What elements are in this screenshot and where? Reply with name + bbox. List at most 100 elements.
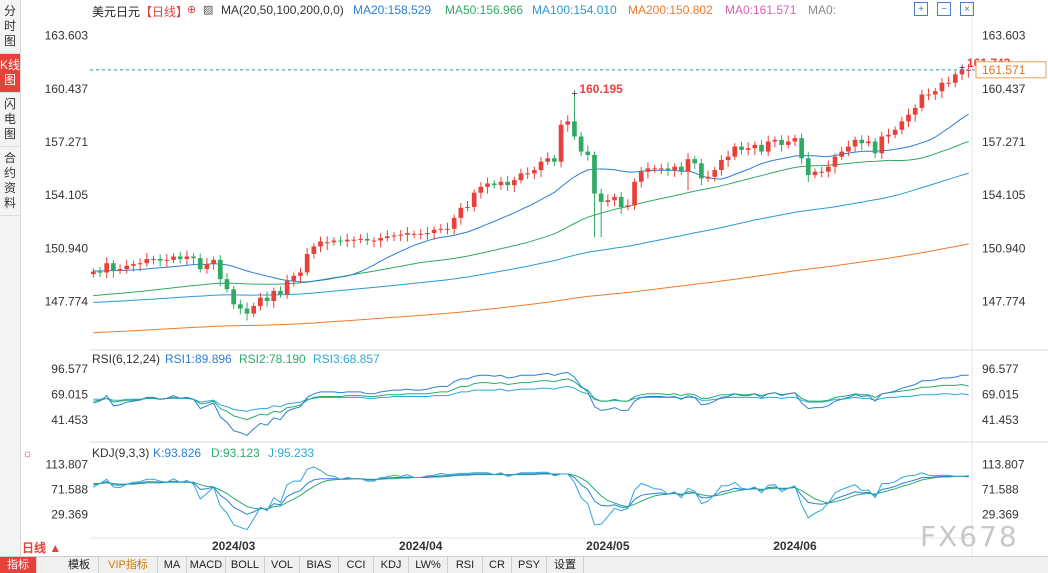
ma20-value: MA20:158.529 — [353, 3, 432, 17]
candle-body — [398, 234, 404, 236]
candle-body — [719, 159, 724, 171]
candle-body — [478, 186, 484, 193]
candle-body — [117, 269, 123, 271]
candle-body — [665, 168, 671, 171]
rsi-tick-left: 69.015 — [51, 388, 88, 402]
candle-body — [197, 258, 203, 270]
tab-kline[interactable]: K线图 — [0, 54, 20, 93]
tab-ma[interactable]: MA — [158, 557, 187, 573]
candle-body — [906, 114, 911, 122]
close-icon[interactable]: × — [960, 2, 974, 16]
candle-body — [231, 289, 236, 305]
y-tick-right: 157.271 — [982, 135, 1026, 149]
candle-body — [692, 159, 698, 164]
candle-body — [725, 156, 731, 160]
candle-body — [518, 173, 524, 181]
candle-body — [679, 166, 684, 172]
candle-body — [171, 256, 176, 260]
candle-body — [191, 256, 196, 259]
candle-body — [525, 173, 530, 175]
x-tick-label: 2024/06 — [773, 539, 817, 553]
minus-icon[interactable]: − — [937, 2, 951, 16]
candle-body — [565, 121, 571, 125]
candle-body — [164, 259, 170, 261]
rsi-tick-right: 69.015 — [982, 388, 1019, 402]
ma200-line — [93, 243, 969, 334]
candle-body — [966, 69, 971, 71]
view-sidebar: 分时图 K线图 闪电图 合约资料 — [0, 0, 21, 556]
tab-cr[interactable]: CR — [483, 557, 512, 573]
candle-body — [471, 192, 477, 207]
candle-body — [859, 139, 865, 144]
candle-body — [959, 69, 965, 75]
tab-vol[interactable]: VOL — [265, 557, 300, 573]
tab-flash[interactable]: 闪电图 — [0, 93, 20, 147]
candle-body — [852, 139, 858, 147]
candle-body — [545, 158, 551, 162]
candle-body — [204, 264, 210, 270]
rsi-tick-left: 96.577 — [51, 362, 88, 376]
period-selector[interactable]: 日线 ▲ — [22, 541, 62, 555]
candle-body — [672, 166, 677, 171]
indicator-switch-icon[interactable]: ▨ — [203, 4, 214, 16]
candle-body — [879, 136, 885, 154]
settings-circle-icon[interactable]: ⊕ — [187, 4, 197, 16]
tab-kdj[interactable]: KDJ — [374, 557, 409, 573]
candle-body — [899, 121, 905, 130]
tab-bias[interactable]: BIAS — [300, 557, 339, 573]
rsi-tick-right: 41.453 — [982, 413, 1019, 427]
tab-timeshare[interactable]: 分时图 — [0, 0, 20, 54]
candle-body — [304, 253, 310, 273]
tab-cci[interactable]: CCI — [339, 557, 374, 573]
candle-body — [705, 176, 711, 179]
candle-body — [846, 146, 851, 152]
tab-psy[interactable]: PSY — [512, 557, 547, 573]
kdj-k-line — [93, 472, 969, 515]
add-icon[interactable]: + — [914, 2, 928, 16]
candle-body — [765, 141, 771, 152]
y-tick-right: 160.437 — [982, 82, 1026, 96]
candle-body — [418, 233, 424, 235]
rsi1-line — [93, 371, 969, 436]
candle-body — [919, 94, 925, 108]
candle-body — [912, 107, 918, 115]
rsi1-value: RSI1:89.896 — [165, 352, 232, 366]
candle-body — [331, 240, 337, 243]
candle-body — [311, 246, 317, 254]
tab-boll[interactable]: BOLL — [226, 557, 265, 573]
rsi-tick-right: 96.577 — [982, 362, 1019, 376]
candle-body — [819, 171, 824, 173]
candle-body — [157, 259, 163, 261]
tab-template[interactable]: 模板 — [60, 557, 99, 573]
candle-body — [244, 308, 250, 314]
candle-body — [886, 134, 891, 137]
candle-body — [498, 181, 504, 186]
candle-body — [97, 271, 103, 273]
candle-body — [618, 196, 624, 207]
candle-body — [511, 180, 517, 186]
ma20-line — [93, 113, 969, 283]
tab-rsi[interactable]: RSI — [448, 557, 483, 573]
tab-settings[interactable]: 设置 — [547, 557, 584, 573]
candle-body — [772, 139, 778, 142]
period-badge: 【日线】 — [140, 5, 189, 19]
last-price-label: 161.571 — [982, 63, 1026, 77]
sun-icon[interactable]: ☼ — [22, 446, 33, 460]
last-price-tag — [975, 61, 1047, 79]
candle-body — [605, 200, 611, 202]
candle-body — [131, 264, 136, 266]
tab-contract-info[interactable]: 合约资料 — [0, 147, 20, 216]
candle-body — [946, 82, 951, 84]
tab-lw[interactable]: LW% — [409, 557, 448, 573]
max-marker: + — [959, 62, 965, 74]
y-tick-right: 154.105 — [982, 188, 1026, 202]
candle-body — [532, 170, 537, 174]
candle-body — [358, 238, 363, 240]
candle-body — [598, 193, 604, 202]
rsi2-value: RSI2:78.190 — [239, 352, 306, 366]
tab-macd[interactable]: MACD — [187, 557, 226, 573]
symbol-title: 美元日元 — [92, 5, 141, 19]
tab-indicator[interactable]: 指标 — [0, 557, 37, 573]
candle-body — [745, 148, 751, 150]
tab-vip-indicator[interactable]: VIP指标 — [99, 557, 158, 573]
